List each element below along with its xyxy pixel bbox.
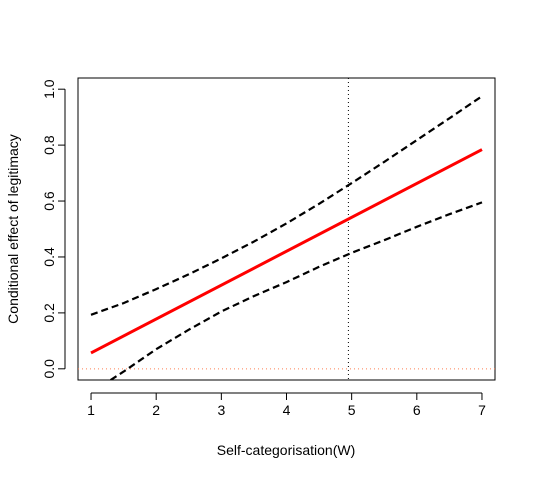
- x-tick-label: 4: [283, 402, 291, 418]
- y-axis: 0.0 0.2 0.4 0.6 0.8 1.0: [41, 79, 66, 379]
- x-axis-title: Self-categorisation(W): [217, 442, 356, 458]
- x-tick-label: 3: [217, 402, 225, 418]
- y-tick-label: 0.8: [41, 135, 57, 155]
- x-tick-label: 5: [348, 402, 356, 418]
- y-tick-label: 0.0: [41, 359, 57, 379]
- y-tick-label: 0.2: [41, 303, 57, 323]
- y-axis-title: Conditional effect of legitimacy: [5, 134, 21, 324]
- lower-ci-line: [110, 201, 483, 380]
- reference-lines: [78, 78, 495, 380]
- x-tick-label: 1: [87, 402, 95, 418]
- plot-frame: [77, 77, 496, 381]
- x-tick-label: 2: [152, 402, 160, 418]
- estimate-line: [90, 148, 483, 355]
- series-layer: [90, 95, 483, 380]
- x-tick-label: 7: [478, 402, 486, 418]
- y-tick-label: 0.4: [41, 247, 57, 267]
- x-tick-label: 6: [413, 402, 421, 418]
- upper-ci-line: [90, 95, 483, 316]
- x-axis: 1 2 3 4 5 6 7: [87, 392, 486, 418]
- y-tick-label: 0.6: [41, 191, 57, 211]
- y-tick-label: 1.0: [41, 79, 57, 99]
